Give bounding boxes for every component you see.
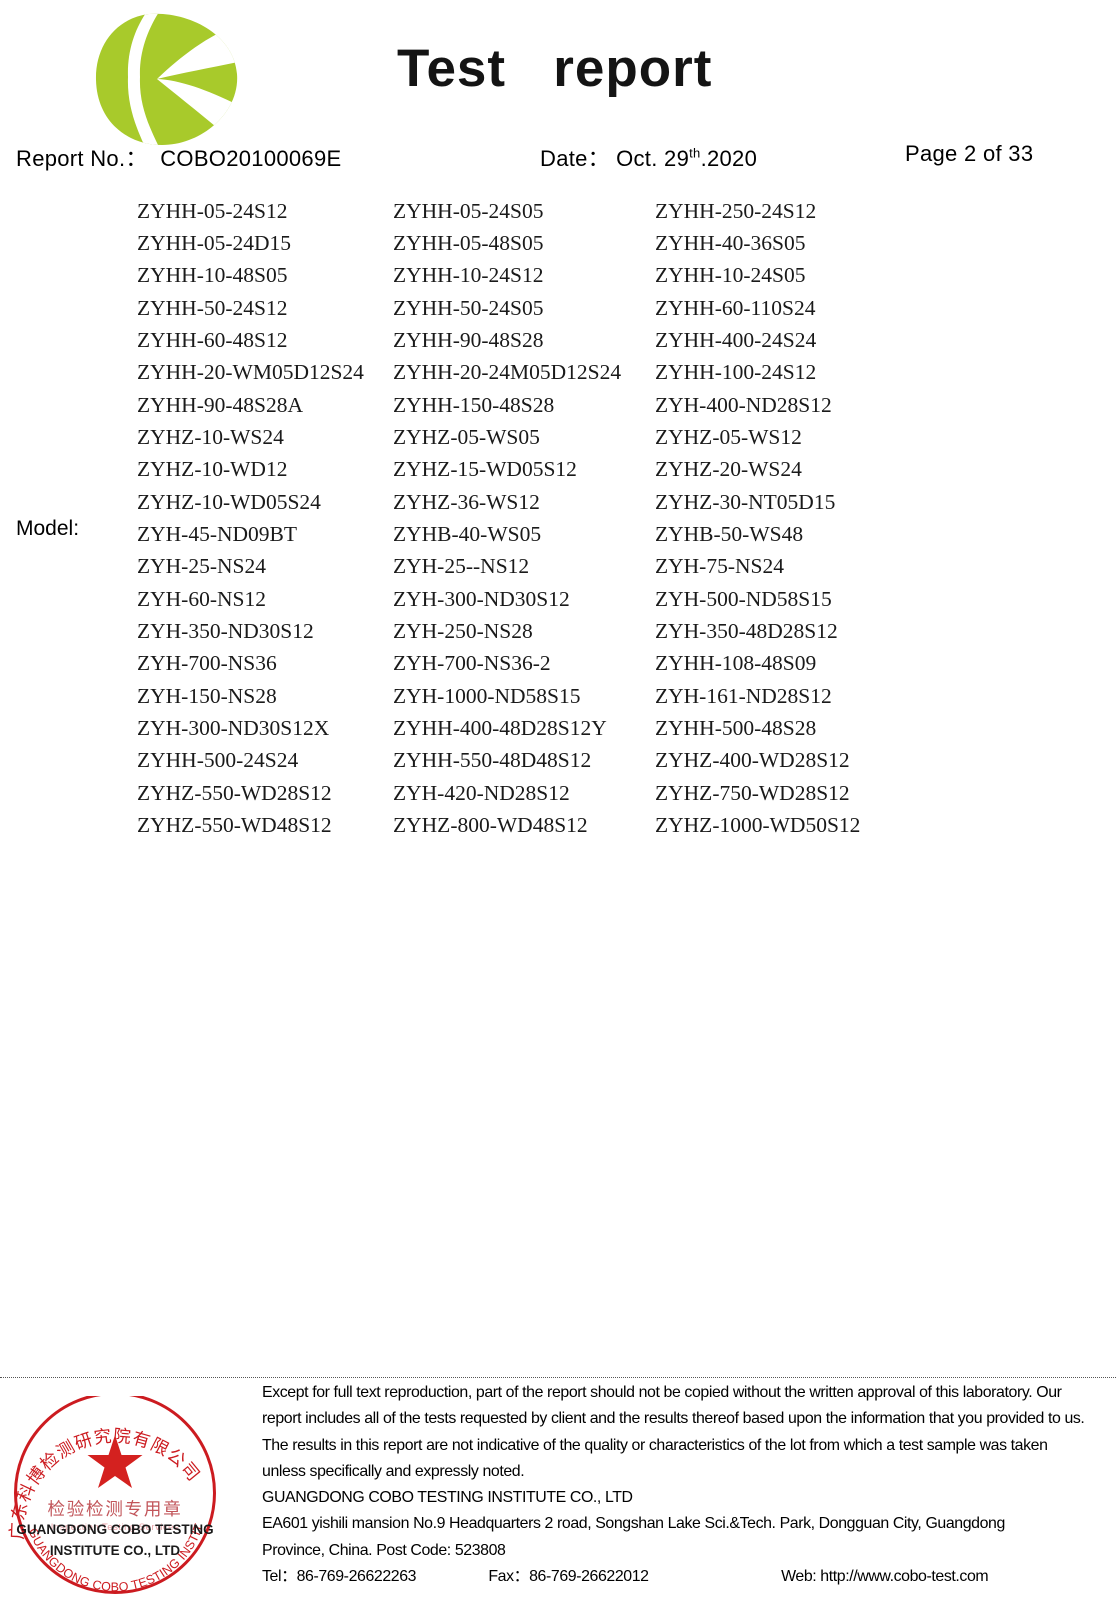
- svg-text:检验检测专用章: 检验检测专用章: [47, 1499, 182, 1519]
- svg-text:INSTITUTE CO., LTD: INSTITUTE CO., LTD: [50, 1543, 180, 1558]
- svg-text:GUANGDONG COBO TESTING: GUANGDONG COBO TESTING: [16, 1522, 213, 1537]
